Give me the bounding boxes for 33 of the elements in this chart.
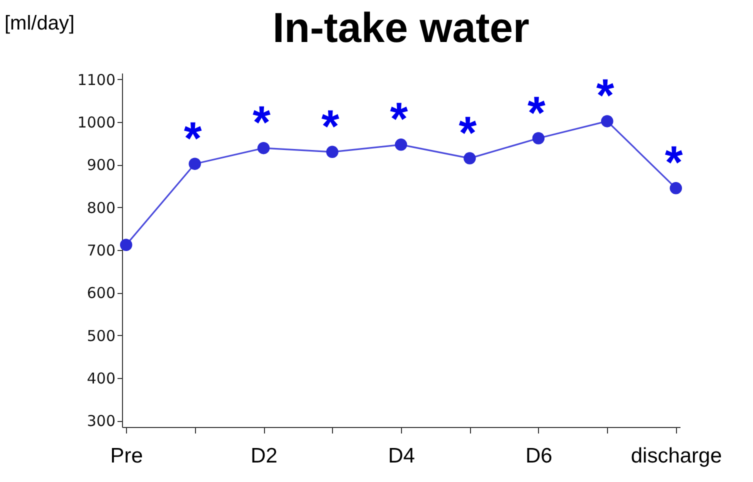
data-label: * bbox=[184, 112, 202, 164]
x-tick-label: D4 bbox=[388, 444, 416, 468]
data-label: * bbox=[664, 136, 683, 188]
point bbox=[464, 152, 476, 164]
y-tick-label: 500 bbox=[86, 326, 116, 345]
data-label: * bbox=[390, 92, 408, 145]
y-tick-label: 600 bbox=[86, 284, 116, 302]
y-tick-label: 700 bbox=[86, 242, 116, 260]
data-label: * bbox=[321, 100, 340, 152]
data-label: * bbox=[458, 106, 477, 158]
data-label: * bbox=[527, 86, 546, 138]
point bbox=[532, 132, 545, 144]
point bbox=[120, 238, 132, 251]
x-tick-label: discharge bbox=[630, 444, 722, 468]
y-axis-title: [ml/day] bbox=[4, 12, 75, 34]
point bbox=[188, 158, 201, 170]
y-tick-label: 1000 bbox=[77, 114, 116, 132]
x-tick-label: D2 bbox=[250, 444, 278, 468]
data-label: * bbox=[252, 96, 271, 148]
chart-title: In-take water bbox=[272, 4, 530, 51]
point bbox=[601, 115, 614, 128]
y-tick-label: 900 bbox=[86, 156, 116, 174]
data-label: * bbox=[596, 69, 614, 122]
x-tick-label: D6 bbox=[526, 444, 552, 468]
point bbox=[257, 142, 270, 154]
x-tick-label: Pre bbox=[110, 444, 143, 468]
y-tick-label: 800 bbox=[86, 198, 116, 217]
point bbox=[670, 182, 682, 194]
y-tick-label: 400 bbox=[86, 369, 116, 388]
point bbox=[326, 146, 338, 158]
y-tick-label: 1100 bbox=[77, 70, 116, 89]
point bbox=[394, 138, 408, 151]
y-tick-label: 300 bbox=[86, 412, 116, 430]
